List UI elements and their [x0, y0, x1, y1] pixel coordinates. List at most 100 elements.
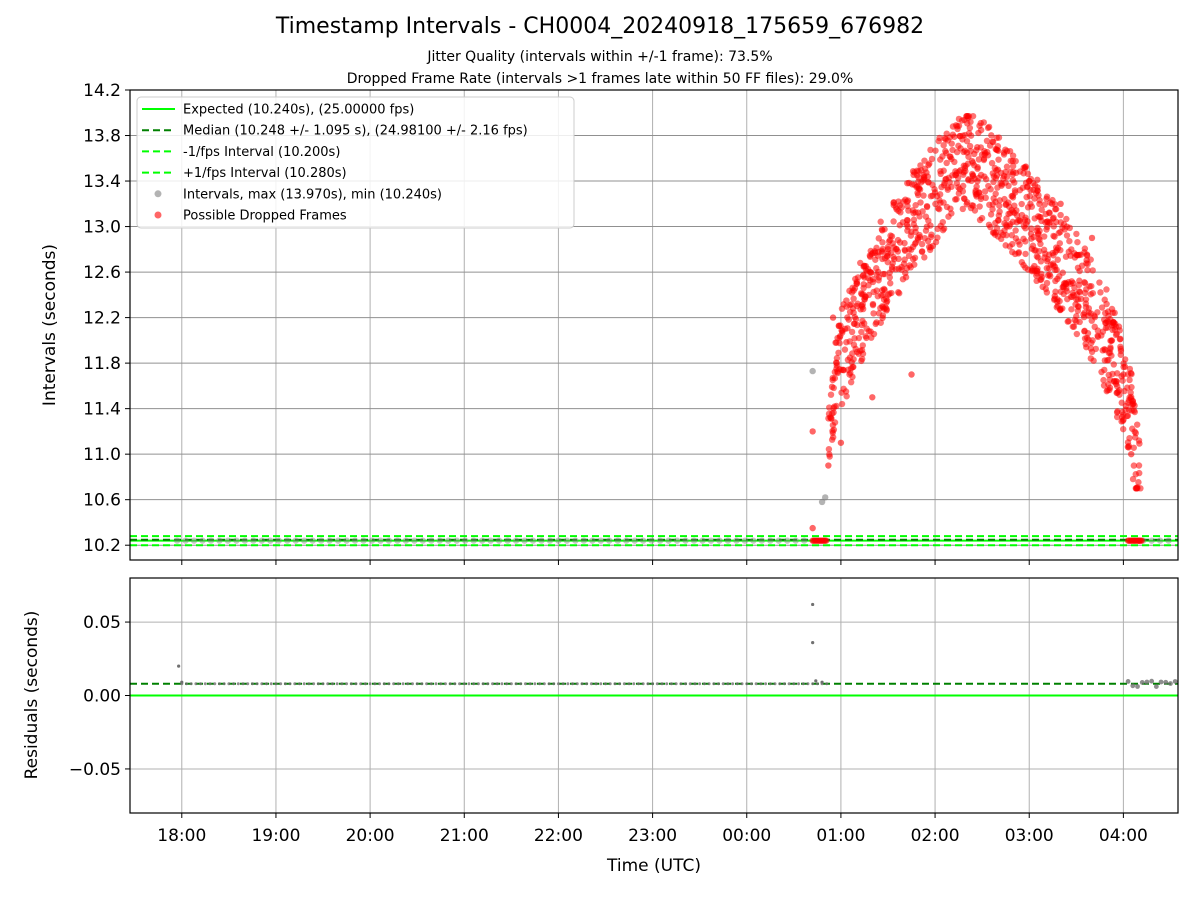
dropped-frame-point [943, 130, 950, 137]
dropped-frame-point [1083, 252, 1091, 259]
residual-point [754, 682, 758, 686]
dropped-frame-point [951, 158, 958, 166]
dropped-frame-point [989, 201, 996, 208]
dropped-frame-rate-subtitle: Dropped Frame Rate (intervals >1 frames … [346, 71, 854, 87]
residual-point [674, 682, 678, 686]
dropped-frame-point [1007, 220, 1014, 228]
dropped-frame-point [877, 218, 884, 225]
dropped-frame-point [902, 269, 909, 277]
dropped-frame-point [875, 310, 883, 317]
residual-point [410, 682, 414, 686]
residual-point [1172, 679, 1178, 684]
dropped-frame-point [923, 203, 931, 211]
dropped-frame-point [1081, 279, 1089, 287]
dropped-frame-point [866, 252, 874, 259]
dropped-frame-point [1073, 251, 1080, 259]
dropped-frame-point [858, 321, 866, 329]
residual-point [505, 682, 509, 686]
residual-point [806, 682, 810, 686]
dropped-frame-point [1062, 279, 1069, 287]
dropped-frame-point [1005, 199, 1012, 206]
interval-point [775, 537, 782, 544]
dropped-frame-point [1121, 387, 1128, 395]
dropped-frame-point [1094, 333, 1102, 341]
legend-entry-label: Possible Dropped Frames [183, 209, 347, 224]
dropped-frame-point [1087, 310, 1095, 317]
dropped-frame-point [1005, 182, 1012, 190]
dropped-frame-point [1096, 279, 1103, 286]
interval-point [292, 537, 299, 544]
interval-point [1148, 537, 1155, 544]
interval-point [597, 537, 604, 544]
residual-point [312, 682, 316, 686]
interval-point [538, 537, 545, 544]
dropped-frame-point [1066, 237, 1073, 245]
residual-point [636, 682, 640, 686]
dropped-frame-point [1082, 296, 1090, 303]
residual-point [1139, 679, 1145, 685]
dropped-frame-point [1088, 317, 1095, 324]
interval-point [267, 537, 274, 544]
x-tick-label: 23:00 [628, 826, 677, 846]
residual-point [679, 682, 683, 686]
dropped-frame-point [922, 227, 930, 234]
dropped-frame-point [919, 208, 926, 215]
dropped-frame-point [980, 119, 987, 126]
residual-point [274, 682, 278, 686]
residual-point [265, 682, 269, 686]
dropped-frame-point [1063, 232, 1071, 239]
chart-title: Timestamp Intervals - CH0004_20240918_17… [275, 14, 925, 39]
dropped-frame-point [1034, 176, 1041, 184]
residual-point [698, 682, 702, 686]
dropped-frame-point [990, 195, 997, 202]
dropped-frame-point [977, 126, 985, 134]
dropped-frame-point [968, 157, 976, 165]
interval-point [716, 537, 723, 544]
residual-point [778, 682, 782, 686]
x-tick-label: 00:00 [722, 826, 771, 846]
dropped-frame-point [1085, 305, 1093, 312]
dropped-frame-point [910, 216, 918, 223]
interval-point [199, 537, 206, 544]
interval-point [521, 537, 528, 544]
dropped-frame-point [869, 394, 876, 401]
interval-point [563, 537, 571, 544]
top-y-tick-label: 12.2 [83, 309, 121, 329]
dropped-frame-point [1018, 259, 1026, 266]
dropped-frame-point [920, 192, 927, 199]
residual-point [255, 682, 259, 686]
dropped-frame-point [1075, 281, 1083, 289]
dropped-frame-point [908, 371, 915, 378]
dropped-frame-point [907, 232, 915, 239]
interval-point [673, 537, 681, 544]
top-y-tick-label: 13.4 [83, 172, 121, 192]
dropped-frame-point [1023, 193, 1030, 201]
dropped-frame-point [1121, 356, 1129, 363]
dropped-frame-point [972, 189, 979, 196]
dropped-frame-point [1100, 376, 1107, 384]
dropped-frame-point [1135, 537, 1143, 544]
residual-point [232, 682, 236, 686]
dropped-frame-point [1009, 194, 1017, 201]
dropped-frame-point [927, 222, 934, 229]
dropped-frame-point [1009, 248, 1016, 256]
dropped-frame-point [1098, 304, 1106, 311]
dropped-frame-point [1052, 205, 1059, 213]
dropped-frame-point [1126, 434, 1133, 442]
interval-point [580, 537, 588, 544]
dropped-frame-point [1024, 170, 1032, 178]
dropped-frame-point [901, 256, 908, 263]
x-tick-label: 22:00 [534, 826, 583, 846]
dropped-frame-point [834, 369, 841, 377]
interval-point [487, 537, 494, 544]
dropped-frame-point [884, 246, 892, 253]
dropped-frame-point [916, 213, 923, 220]
dropped-frame-point [838, 389, 845, 396]
residual-point [177, 664, 181, 668]
residual-point [811, 682, 815, 686]
dropped-frame-point [912, 202, 919, 209]
dropped-frame-point [968, 202, 976, 209]
bottom-reference-lines [130, 682, 1178, 697]
residual-point [731, 682, 735, 686]
dropped-frame-point [1042, 285, 1050, 293]
